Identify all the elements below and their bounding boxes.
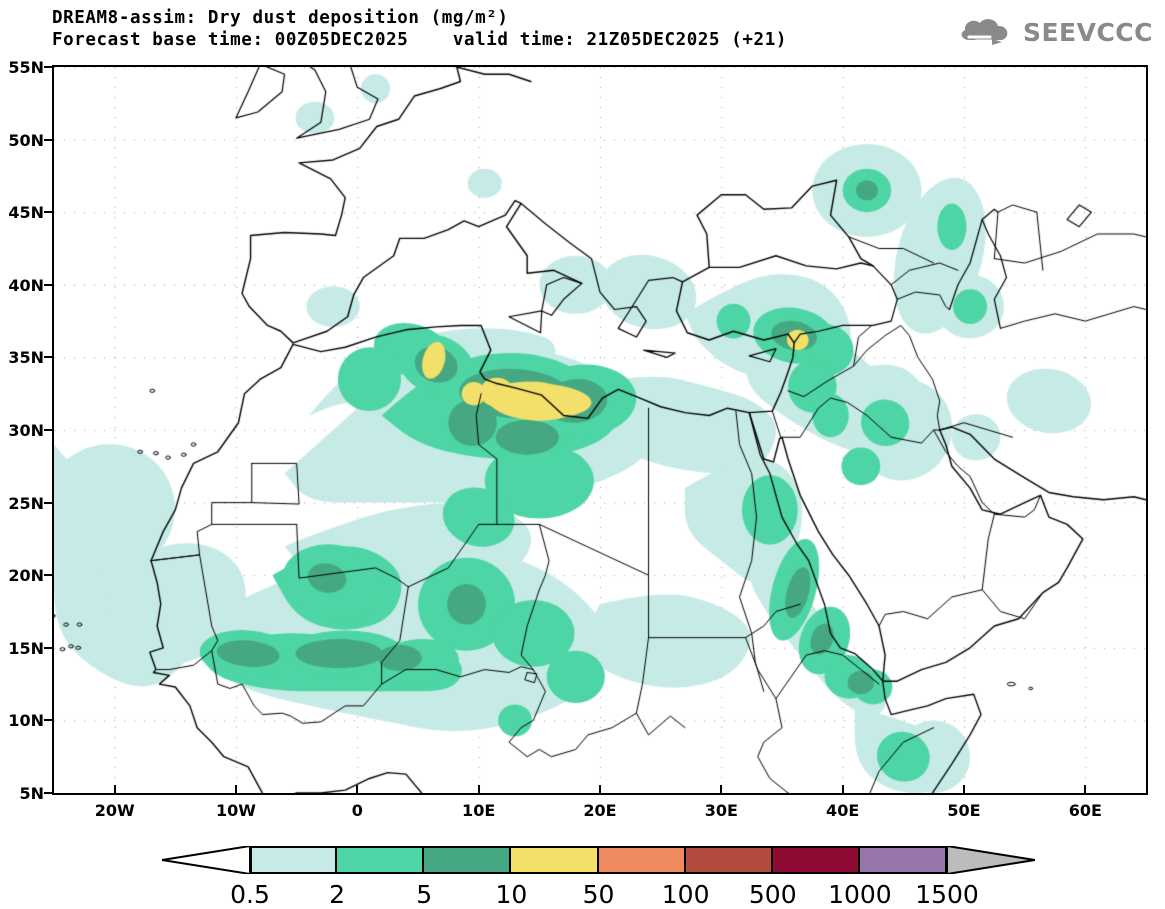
y-axis-label: 5N: [19, 784, 44, 803]
x-axis-label: 10W: [216, 801, 256, 820]
chart-header: DREAM8-assim: Dry dust deposition (mg/m²…: [0, 0, 1165, 62]
colorbar-tick-label: 5: [416, 880, 433, 909]
y-axis-tick: [44, 429, 52, 431]
colorbar-tick-label: 50: [582, 880, 615, 909]
y-axis-tick: [44, 792, 52, 794]
x-axis-tick: [113, 785, 116, 793]
x-axis-label: 0: [351, 801, 363, 820]
y-axis-tick: [44, 66, 52, 68]
logo-text: SEEVCCC: [1022, 17, 1153, 47]
x-axis-label: 20W: [94, 801, 135, 820]
y-axis-tick: [44, 211, 52, 214]
seevccc-logo: SEEVCCC: [956, 14, 1153, 50]
colorbar-segment[interactable]: [511, 846, 599, 874]
colorbar-tick-label: 10: [495, 880, 528, 909]
page-title: DREAM8-assim: Dry dust deposition (mg/m²…: [52, 8, 509, 28]
y-axis-label: 55N: [8, 58, 44, 77]
cloud-wind-icon: [961, 19, 1008, 47]
x-axis-label: 20E: [583, 801, 617, 820]
x-axis-label: 60E: [1068, 801, 1102, 820]
y-axis-label: 20N: [8, 566, 44, 586]
colorbar-under-arrow: [162, 846, 250, 874]
x-axis-label: 10E: [462, 801, 496, 820]
colorbar: 0.5 2 5 10 50 100 500 1000 1500: [0, 842, 1165, 909]
y-axis-tick: [44, 646, 52, 649]
colorbar-segment[interactable]: [598, 846, 686, 874]
y-axis-label: 10N: [8, 711, 44, 731]
colorbar-tick-label: 2: [329, 880, 346, 909]
y-axis-label: 35N: [8, 348, 44, 368]
colorbar-segment[interactable]: [772, 846, 860, 874]
dust-deposition-map: [54, 67, 1146, 793]
y-axis-label: 50N: [8, 130, 44, 150]
x-axis-label: 30E: [704, 801, 738, 820]
x-axis-label: 40E: [826, 801, 860, 820]
colorbar-segment[interactable]: [250, 846, 338, 874]
colorbar-segment[interactable]: [859, 846, 947, 874]
x-axis-label: 50E: [947, 801, 981, 820]
colorbar-tick-label: 500: [748, 880, 797, 909]
y-axis-label: 15N: [8, 638, 44, 658]
y-axis-label: 25N: [8, 493, 44, 513]
map-plot-area[interactable]: [52, 65, 1148, 795]
y-axis-label: 45N: [8, 203, 44, 223]
x-axis-tick: [599, 785, 601, 793]
x-axis-tick: [477, 785, 480, 793]
x-axis-tick: [720, 785, 723, 793]
x-axis-tick: [1084, 785, 1087, 793]
colorbar-tick-label: 100: [661, 880, 710, 909]
y-axis-tick: [44, 283, 52, 286]
colorbar-tick-label: 1000: [828, 880, 892, 909]
y-axis-tick: [44, 719, 52, 722]
colorbar-segment[interactable]: [337, 846, 425, 874]
colorbar-segment[interactable]: [424, 846, 512, 874]
y-axis-label: 30N: [8, 421, 44, 440]
x-axis-tick: [963, 785, 965, 793]
y-axis-tick: [44, 574, 52, 577]
x-axis-tick: [841, 785, 844, 793]
forecast-time-subtitle: Forecast base time: 00Z05DEC2025 valid t…: [52, 30, 787, 50]
colorbar-over-arrow: [947, 846, 1035, 874]
y-axis-tick: [44, 138, 52, 141]
colorbar-segment[interactable]: [685, 846, 773, 874]
colorbar-strip[interactable]: 0.5 2 5 10 50 100 500 1000 1500: [162, 846, 1035, 909]
y-axis-tick: [44, 501, 52, 504]
colorbar-tick-label: 1500: [915, 880, 979, 909]
x-axis-tick: [356, 785, 359, 793]
colorbar-tick-label: 0.5: [230, 880, 270, 909]
x-axis-tick: [235, 785, 237, 793]
y-axis-tick: [44, 356, 52, 359]
y-axis-label: 40N: [8, 275, 44, 295]
